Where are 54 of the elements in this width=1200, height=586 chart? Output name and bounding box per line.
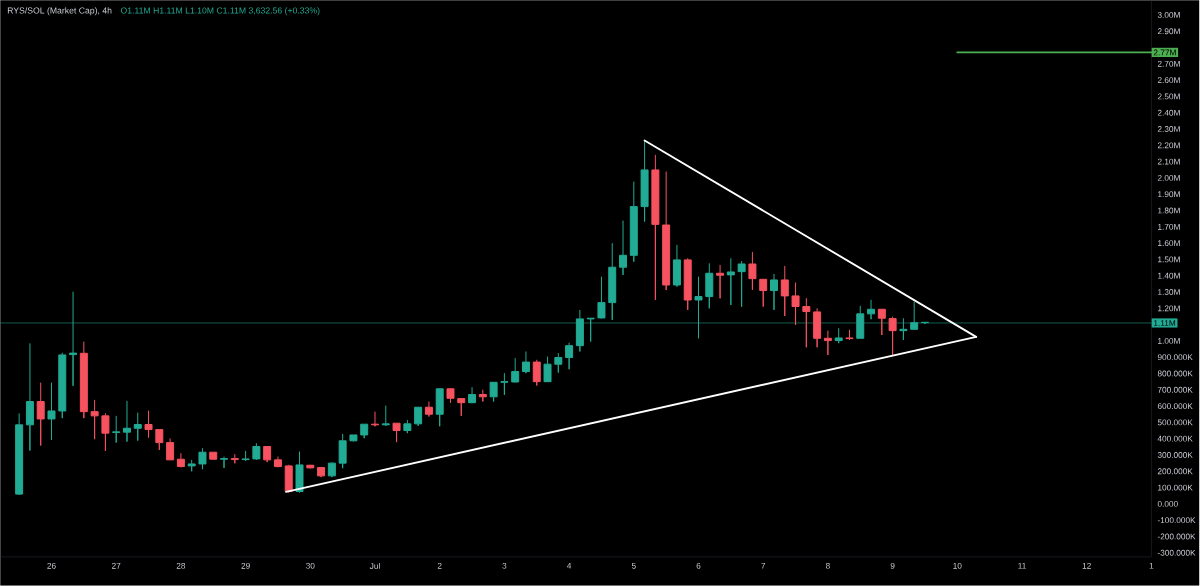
y-tick-label: 1.60M [1158, 240, 1180, 247]
y-tick-label: 2.40M [1157, 109, 1180, 116]
x-tick-label: 11 [1018, 562, 1026, 569]
y-tick-label: 600.000K [1157, 403, 1193, 410]
x-tick-label: 4 [566, 562, 572, 569]
text: RYS/SOL (Market Cap), 4h [7, 7, 112, 16]
x-tick-label: 10 [953, 562, 962, 569]
y-tick-label: 100.000K [1158, 484, 1193, 491]
y-tick-label: 700.000K [1157, 386, 1193, 393]
y-tick-label: 2.20M [1157, 142, 1180, 149]
y-tick-label: 200.000K [1157, 468, 1193, 475]
x-tick-label: 3 [502, 562, 507, 569]
y-tick-label: 1.30M [1158, 289, 1180, 296]
y-tick-label: 2.90M [1157, 28, 1180, 35]
y-tick-label: 300.000K [1157, 452, 1193, 458]
y-tick-label: -100.000K [1157, 517, 1196, 524]
y-tick-label: 1.50M [1158, 256, 1180, 263]
y-tick-label: 2.60M [1157, 77, 1180, 84]
x-tick-label: 1 [1149, 562, 1154, 569]
y-tick-label: 2.00M [1157, 175, 1180, 181]
y-tick-label: 2.10M [1157, 158, 1180, 165]
y-tick-label: 2.50M [1157, 93, 1180, 100]
text: O1.11M H1.11M L1.10M C1.11M 3,632.56 (+0.33%) [120, 7, 320, 16]
x-tick-label: 7 [761, 562, 766, 569]
x-tick-label: 12 [1082, 562, 1091, 569]
x-tick-label: 6 [696, 562, 701, 569]
x-tick-label: 2 [437, 562, 442, 569]
x-tick-label: 5 [631, 562, 636, 569]
y-tick-label: 0.000 [1157, 501, 1178, 507]
y-tick-label: 2.70M [1157, 60, 1180, 67]
y-tick-label: -200.000K [1157, 533, 1196, 540]
y-tick-label: 500.000K [1157, 419, 1193, 426]
x-tick-label: 9 [890, 562, 895, 569]
x-tick-label: Jul [369, 562, 380, 570]
y-tick-label: 400.000K [1157, 435, 1193, 442]
x-tick-label: 29 [241, 562, 250, 569]
y-tick-label: 900.000K [1157, 354, 1193, 361]
x-tick-label: 28 [176, 562, 186, 569]
y-tick-label: 1.40M [1158, 272, 1180, 279]
y-tick-label: 1.00M [1158, 338, 1180, 344]
x-tick-label: 27 [112, 562, 121, 569]
y-tick-label: 3.00M [1157, 12, 1180, 18]
x-tick-label: 26 [47, 562, 56, 569]
y-tick-label: 2.30M [1157, 126, 1180, 133]
y-tick-label: 1.80M [1158, 207, 1180, 214]
y-tick-label: -300.000K [1157, 549, 1196, 556]
y-tick-label: 800.000K [1157, 370, 1193, 377]
ref-line-label: 1.11M [1154, 320, 1176, 326]
annotation: 2.77M [1153, 49, 1176, 56]
x-tick-label: 8 [825, 562, 830, 569]
y-tick-label: 1.90M [1158, 191, 1180, 198]
x-tick-label: 30 [306, 562, 315, 569]
y-tick-label: 1.20M [1158, 305, 1180, 312]
y-tick-label: 1.70M [1158, 223, 1180, 230]
